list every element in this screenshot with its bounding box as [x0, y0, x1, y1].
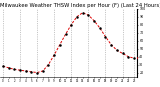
- Text: Milwaukee Weather THSW Index per Hour (F) (Last 24 Hours): Milwaukee Weather THSW Index per Hour (F…: [0, 3, 160, 8]
